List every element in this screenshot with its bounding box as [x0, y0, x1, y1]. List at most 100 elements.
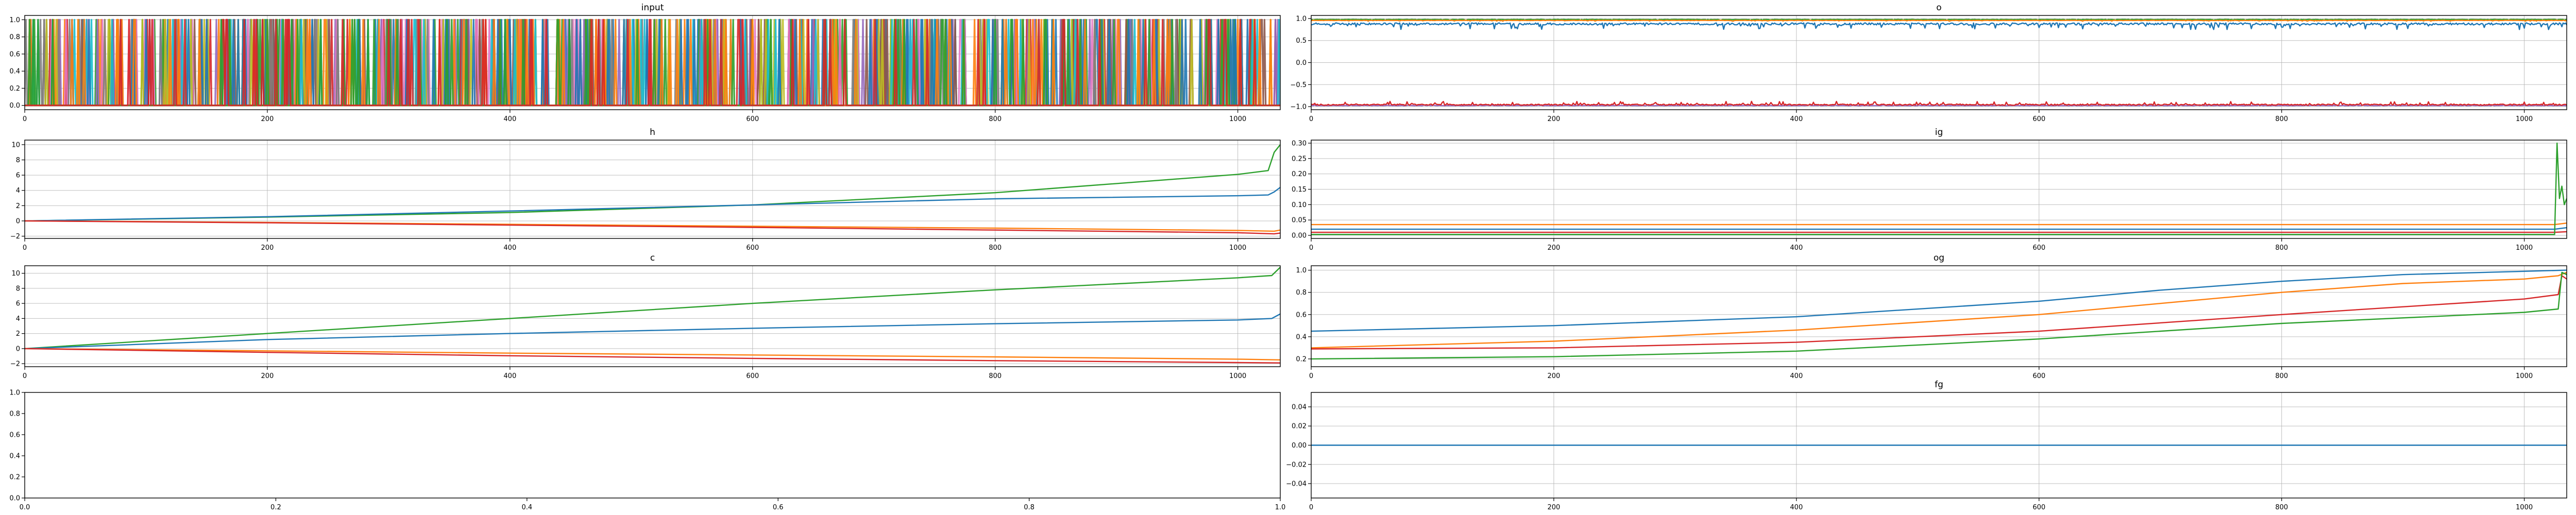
y-tick-label: 0.10	[1292, 201, 1307, 209]
x-tick-label: 400	[503, 115, 516, 123]
o-series-line	[1311, 22, 2567, 30]
panel-og: 0 200 400 600 800 1000 0.2 0.4 0.6 0.8 1.0 og	[1296, 253, 2567, 380]
x-tick-label: 600	[746, 372, 759, 380]
y-tick-label: 0	[16, 345, 20, 353]
plot-area	[25, 19, 1280, 107]
y-tick-label: 0.4	[9, 68, 20, 76]
x-tick-label: 400	[1790, 372, 1803, 380]
og-series-line	[1311, 269, 2567, 332]
y-tick-label: −2	[10, 360, 20, 368]
y-tick-label: 0.25	[1292, 155, 1307, 163]
y-tick-label: −0.5	[1290, 81, 1307, 89]
x-tick-label: 600	[2032, 504, 2045, 511]
x-tick-label: 400	[503, 244, 516, 252]
plot-area	[1311, 269, 2567, 360]
panel-title: ig	[1935, 127, 1943, 138]
x-tick-label: 400	[1790, 504, 1803, 511]
x-tick-label: 0	[23, 244, 27, 252]
x-tick-label: 0.4	[521, 504, 532, 511]
x-tick-label: 600	[746, 115, 759, 123]
x-tick-label: 800	[989, 115, 1002, 123]
y-tick-label: 1.0	[9, 16, 20, 24]
y-tick-label: 0.4	[9, 453, 20, 460]
c-series-line	[25, 267, 1280, 350]
y-tick-label: 0.05	[1292, 217, 1307, 225]
y-tick-label: 0.5	[1296, 37, 1307, 45]
x-tick-label: 1000	[2516, 372, 2533, 380]
x-tick-label: 1000	[2516, 115, 2533, 123]
y-tick-label: 4	[16, 187, 20, 195]
x-tick-label: 1000	[1229, 244, 1246, 252]
og-series-line	[1311, 271, 2567, 349]
og-series-line	[1311, 275, 2567, 350]
panel-input: 0 200 400 600 800 1000 0.0 0.2 0.4 0.6 0.8 1.0 input	[9, 3, 1281, 123]
axes-frame	[24, 265, 1281, 367]
y-tick-label: 0.0	[9, 102, 20, 110]
y-tick-label: 0.2	[9, 85, 20, 93]
x-tick-label: 1000	[1229, 372, 1246, 380]
x-tick-label: 600	[746, 244, 759, 252]
y-tick-label: 10	[11, 270, 20, 278]
y-tick-label: 0.0	[9, 495, 20, 503]
panel-empty: 0.0 0.2 0.4 0.6 0.8 1.0 0.0 0.2 0.4 0.6 0.8 1.0	[9, 389, 1285, 512]
y-tick-label: 0.6	[9, 50, 20, 58]
y-tick-label: 0.02	[1292, 423, 1307, 431]
x-tick-label: 0.8	[1024, 504, 1035, 511]
x-tick-label: 200	[1548, 372, 1561, 380]
y-tick-label: 0.8	[1296, 289, 1307, 297]
h-series-line	[25, 186, 1280, 222]
x-tick-label: 0	[1309, 504, 1313, 511]
x-tick-label: 400	[503, 372, 516, 380]
plot-area	[1311, 142, 2567, 235]
plot-area	[25, 267, 1280, 364]
y-tick-label: 0.8	[9, 33, 20, 41]
y-tick-label: −0.02	[1286, 461, 1307, 469]
c-series-line	[25, 313, 1280, 350]
x-tick-label: 0	[23, 372, 27, 380]
y-tick-label: −0.04	[1286, 480, 1307, 488]
x-tick-label: 0	[1309, 115, 1313, 123]
y-tick-label: 4	[16, 315, 20, 323]
axes-frame	[24, 140, 1281, 239]
y-tick-label: 8	[16, 157, 20, 164]
ig-series-line	[1311, 227, 2567, 230]
y-tick-label: 10	[11, 141, 20, 149]
y-tick-label: 0.2	[1296, 355, 1307, 363]
x-tick-label: 0.0	[20, 504, 30, 511]
o-series-line	[1311, 20, 2567, 22]
x-tick-label: 0	[1309, 372, 1313, 380]
y-tick-label: 1.0	[9, 389, 20, 397]
h-series-line	[25, 144, 1280, 222]
axes-frame	[1311, 265, 2567, 367]
x-tick-label: 800	[2275, 244, 2288, 252]
x-tick-label: 1.0	[1275, 504, 1286, 511]
y-tick-label: 0.2	[9, 474, 20, 482]
y-tick-label: 0.20	[1292, 170, 1307, 178]
panel-title: og	[1934, 253, 1944, 263]
y-tick-label: 0.00	[1292, 232, 1307, 240]
c-series-line	[25, 348, 1280, 360]
x-tick-label: 0.6	[773, 504, 784, 511]
y-tick-label: 0.4	[1296, 333, 1307, 341]
x-tick-label: 200	[261, 115, 274, 123]
input-series-line	[25, 19, 1280, 107]
plot-area	[1311, 19, 2567, 107]
y-tick-label: 6	[16, 300, 20, 308]
o-series-line	[1311, 19, 2567, 21]
y-tick-label: −1.0	[1290, 104, 1307, 111]
panel-title: fg	[1935, 380, 1943, 390]
x-tick-label: 200	[261, 244, 274, 252]
panel-title: o	[1936, 3, 1941, 13]
o-series-line	[1311, 100, 2567, 106]
panel-ig: 0 200 400 600 800 1000 0.00 0.05 0.10 0.15 0.20 0.2…	[1292, 127, 2567, 252]
panel-o: 0 200 400 600 800 1000 −1.0 −0.5 0.0 0.5 1.0 o	[1290, 3, 2567, 123]
x-tick-label: 600	[2032, 372, 2045, 380]
y-tick-label: 1.0	[1296, 15, 1307, 23]
x-tick-label: 0	[1309, 244, 1313, 252]
h-series-line	[25, 220, 1280, 235]
axes-frame	[24, 392, 1281, 499]
x-tick-label: 0.2	[270, 504, 281, 511]
ig-series-line	[1311, 222, 2567, 226]
